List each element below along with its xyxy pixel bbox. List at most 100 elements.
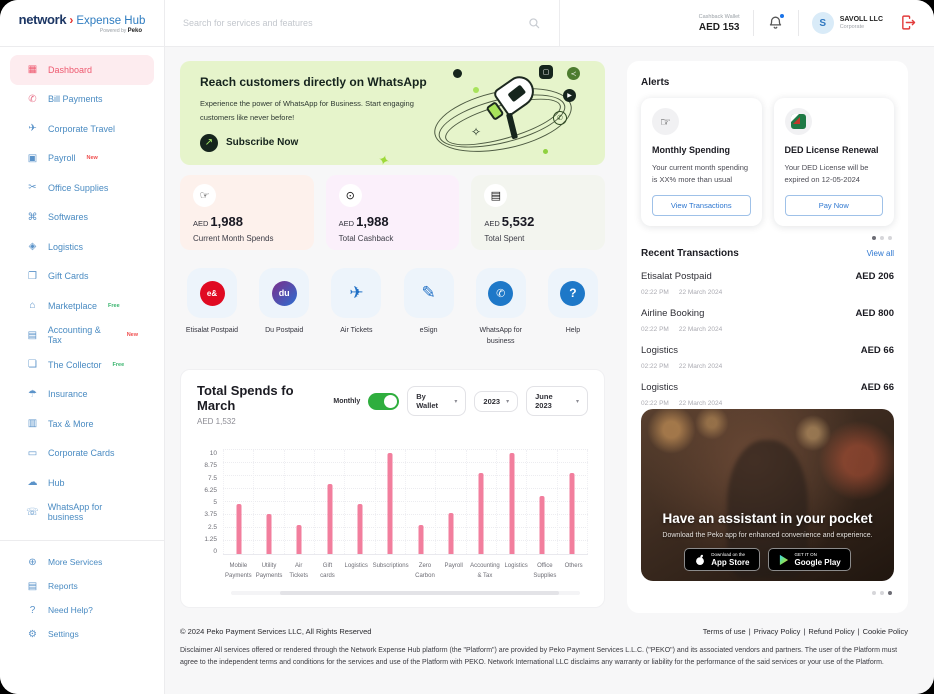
chart-bar-column [404,450,435,554]
promo-title: Have an assistant in your pocket [662,511,873,526]
user-type: Corporate [839,24,865,30]
quick-action-help[interactable]: ? Help [541,268,605,347]
plane-icon: ✈ [349,283,364,302]
chart-bar-column [435,450,465,554]
sidebar-item-need-help[interactable]: ? Need Help? [10,598,154,622]
play-icon: ▶ [563,89,576,102]
search-icon[interactable] [527,16,541,30]
sidebar-item-more-services[interactable]: ⊕ More Services [10,550,154,574]
sidebar-item-reports[interactable]: ▤ Reports [27,580,78,592]
stat-value: 1,988 [356,214,389,229]
peko-app-promo-banner[interactable]: Have an assistant in your pocket Downloa… [641,409,894,581]
refund-policy-link[interactable]: Refund Policy [808,627,855,636]
hand-coin-icon: ☞ [193,184,216,207]
coin-icon: ⊙ [338,184,362,207]
sidebar-item-corporate-cards[interactable]: ▭ Corporate Cards [27,447,115,459]
du-icon: du [271,280,297,306]
footer-links: Terms of use | Privacy Policy | Refund Polic… [702,627,908,636]
sidebar-item-accounting-tax[interactable]: ▤ Accounting & Tax New [27,325,138,346]
truck-icon: ◈ [28,241,37,253]
alert-monthly-spending: ☞ Monthly Spending Your current month sp… [641,98,762,226]
header: network › Expense Hub Powered by Peko Ca… [0,0,934,47]
quick-action-esign[interactable]: ✎ eSign [397,268,461,347]
sidebar-item-bill-payments[interactable]: ✆ Bill Payments [10,85,154,115]
cloud-icon: ☁ [27,477,38,489]
carousel-dot[interactable] [888,236,892,240]
carousel-dot[interactable] [880,591,884,595]
sidebar-item-settings[interactable]: ⚙ Settings [10,622,154,646]
sidebar-item-logistics[interactable]: ◈ Logistics [10,232,154,262]
sidebar-item-gift-cards[interactable]: ❐ Gift Cards [10,262,154,292]
month-filter-select[interactable]: June 2023 ▾ [526,386,588,416]
quick-action-whatsapp-business[interactable]: ✆ WhatsApp for business [469,268,533,347]
stat-total-spent: ▤ AED 5,532 Total Spent [471,175,606,250]
transaction-row: Logistics AED 66 02:22 PM 22 March 2024 [641,345,894,370]
divider [752,10,754,36]
left-column: Reach customers directly on WhatsApp Exp… [180,61,606,613]
view-all-link[interactable]: View all [866,249,894,258]
subscribe-now-button[interactable]: ↗ Subscribe Now [200,133,585,152]
carousel-dot[interactable] [888,591,892,595]
monthly-toggle[interactable] [368,392,400,410]
notifications-bell-icon[interactable] [767,13,785,32]
sidebar-item-insurance[interactable]: ☂ Insurance [10,380,154,410]
logo-arrow-icon: › [69,13,74,27]
stat-total-cashback: ⊙ AED 1,988 Total Cashback [325,175,460,250]
year-filter-select[interactable]: 2023 ▾ [474,390,519,412]
transaction-time: 02:22 PM [641,363,669,370]
badge: Free [108,302,120,309]
logout-icon[interactable] [900,14,918,32]
google-play-badge[interactable]: GET IT ON Google Play [767,548,851,571]
transaction-date: 22 March 2024 [678,400,723,407]
wallet-filter-select[interactable]: By Wallet ▾ [407,386,467,416]
chart-title: Total Spends fo March [197,383,294,413]
carousel-dot[interactable] [872,236,876,240]
terms-of-use-link[interactable]: Terms of use [702,627,746,636]
quick-actions: e& Etisalat Postpaid du Du Postpaid ✈ Ai… [180,268,605,347]
content: Reach customers directly on WhatsApp Exp… [165,47,934,694]
search-input[interactable] [183,18,527,28]
sidebar: ▦ Dashboard ✆ Bill Payments ✈ Corporate Tra… [0,47,165,694]
transaction-time: 02:22 PM [641,289,669,296]
sidebar-item-softwares[interactable]: ⌘ Softwares [27,211,89,223]
arrow-up-right-icon: ↗ [200,133,218,152]
tax-icon: ▥ [27,418,38,430]
scrollbar-thumb[interactable] [279,591,560,596]
user-menu[interactable]: S SAVOLL LLC Corporate [811,12,883,34]
transaction-date: 22 March 2024 [678,289,723,296]
sidebar-item-tax-more[interactable]: ▥ Tax & More [27,418,94,430]
carousel-dot[interactable] [880,236,884,240]
sidebar-item-whatsapp-business[interactable]: ☏ WhatsApp for business [26,502,103,523]
app-store-badge[interactable]: Download on the App Store [684,548,760,571]
privacy-policy-link[interactable]: Privacy Policy [753,627,801,636]
stat-label: Current Month Spends [193,234,274,243]
whatsapp-banner: Reach customers directly on WhatsApp Exp… [180,61,605,165]
footer: © 2024 Peko Payment Services LLC, All Ri… [180,627,908,678]
sidebar-item-dashboard[interactable]: ▦ Dashboard [10,55,154,85]
ded-logo-icon [784,108,812,135]
quick-action-etisalat-postpaid[interactable]: e& Etisalat Postpaid [180,268,244,347]
quick-action-air-tickets[interactable]: ✈ Air Tickets [324,268,388,347]
right-column: Alerts ☞ Monthly Spending Your current m… [627,61,908,613]
alerts-carousel-dots [643,236,892,240]
sidebar-item-corporate-travel[interactable]: ✈ Corporate Travel [10,114,154,144]
cookie-policy-link[interactable]: Cookie Policy [862,627,908,636]
chart-bar-column [223,450,253,554]
promo-carousel-dots [643,591,892,595]
quick-action-du-postpaid[interactable]: du Du Postpaid [252,268,316,347]
pay-now-button[interactable]: Pay Now [784,195,883,216]
chart-scrollbar[interactable] [231,591,580,596]
badge: Free [112,361,125,368]
stat-value: 5,532 [501,214,535,229]
bar [357,504,363,554]
sidebar-item-hub[interactable]: ☁ Hub [27,477,65,489]
sidebar-item-the-collector[interactable]: ❏ The Collector Free [10,350,154,380]
help-icon: ? [29,604,36,616]
view-transactions-button[interactable]: View Transactions [652,195,751,216]
sidebar-divider [0,540,164,541]
sidebar-item-marketplace[interactable]: ⌂ Marketplace Free [10,291,154,321]
sidebar-item-payroll[interactable]: ▣ Payroll New [27,152,98,164]
carousel-dot[interactable] [872,591,876,595]
sidebar-item-office-supplies[interactable]: ✂ Office Supplies [10,173,154,203]
logo: network › Expense Hub Powered by Peko [0,0,165,46]
